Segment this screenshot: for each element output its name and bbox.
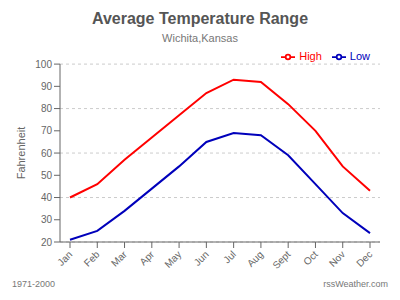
html-text:1971-2000: 1971-2000: [12, 279, 55, 289]
svg-text:Nov: Nov: [327, 249, 347, 269]
html-text:Low: Low: [349, 50, 370, 62]
svg-text:20: 20: [41, 237, 53, 248]
html-text:rssWeather.com: rssWeather.com: [323, 279, 388, 289]
svg-text:Oct: Oct: [301, 249, 320, 268]
svg-text:Jun: Jun: [192, 249, 211, 268]
html-text:High: High: [299, 50, 322, 62]
svg-text:90: 90: [41, 81, 53, 92]
html-text:Average Temperature Range: Average Temperature Range: [92, 10, 308, 27]
svg-text:Apr: Apr: [137, 248, 156, 267]
svg-text:40: 40: [41, 192, 53, 203]
svg-text:70: 70: [41, 125, 53, 136]
svg-text:Mar: Mar: [109, 248, 129, 268]
svg-text:Aug: Aug: [245, 249, 265, 269]
svg-text:Feb: Feb: [82, 248, 102, 268]
svg-text:Dec: Dec: [354, 249, 374, 269]
svg-text:50: 50: [41, 170, 53, 181]
svg-text:May: May: [162, 249, 183, 270]
svg-text:30: 30: [41, 214, 53, 225]
svg-text:100: 100: [35, 59, 52, 70]
svg-text:Sept: Sept: [270, 249, 292, 271]
svg-text:60: 60: [41, 148, 53, 159]
svg-text:Fahrenheit: Fahrenheit: [15, 127, 27, 180]
svg-text:Jan: Jan: [55, 249, 74, 268]
html-text:Wichita,Kansas: Wichita,Kansas: [162, 32, 238, 44]
svg-text:80: 80: [41, 103, 53, 114]
svg-text:Jul: Jul: [221, 249, 238, 266]
